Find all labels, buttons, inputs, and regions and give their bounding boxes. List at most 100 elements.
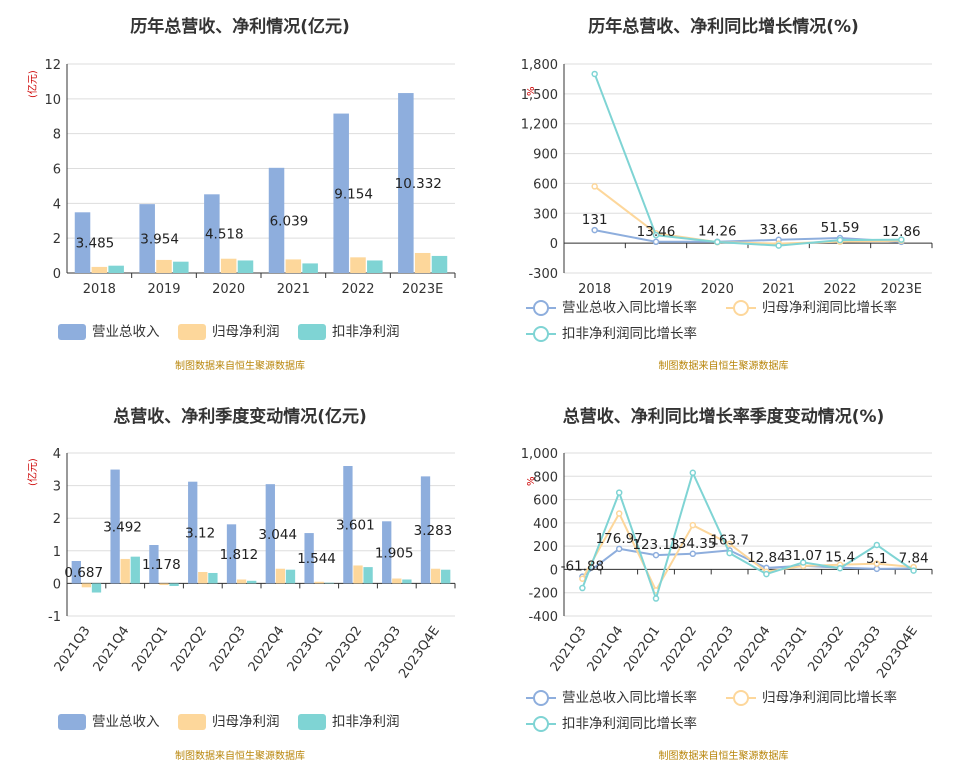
y-tick-label: 800 <box>533 470 558 485</box>
point-2020-s2 <box>714 238 721 246</box>
point-2021-s2 <box>775 242 782 249</box>
chart-plot: -300 0 300 600 900 1,200 1,500 1,800 2018 2019 202… <box>521 58 933 297</box>
data-label: 3.601 <box>336 518 375 534</box>
data-label: 4.518 <box>205 227 244 243</box>
y-tick-label: 3 <box>53 480 61 495</box>
data-label: 3.492 <box>103 519 142 535</box>
x-tick-label: 2022Q3 <box>207 624 249 675</box>
data-label: 1.544 <box>297 551 336 567</box>
x-tick-label: 2021 <box>277 282 310 297</box>
point-2021Q4-s0 <box>615 545 623 553</box>
legend-deducted-growth[interactable]: 扣非净利润同比增长率 <box>526 322 697 342</box>
legend-deducted-growth[interactable]: 扣非净利润同比增长率 <box>526 712 697 732</box>
data-label: 134.35 <box>669 536 716 552</box>
bar-2023Q3-s1 <box>392 578 402 584</box>
point-2022Q3-s2 <box>726 549 733 557</box>
bar-2022Q3-s0 <box>226 524 237 584</box>
bar-2023Q3-s2 <box>402 579 412 584</box>
point-2022Q2-s1 <box>689 521 697 529</box>
x-tick-label: 2019 <box>639 282 672 297</box>
legend: 营业总收入 归母净利润 扣非净利润 <box>0 710 480 734</box>
y-tick-label: 10 <box>44 93 61 108</box>
chart-title: 总营收、净利同比增长率季度变动情况(%) <box>562 407 885 427</box>
series-line-1 <box>581 511 914 593</box>
y-tick-label: 1,000 <box>521 447 558 462</box>
data-label: 7.84 <box>899 551 929 567</box>
bar-2021-s2 <box>302 263 318 273</box>
y-tick-label: -200 <box>528 587 558 602</box>
data-label: 12.84 <box>747 550 786 566</box>
data-label: 176.97 <box>596 531 643 547</box>
point-2021Q4-s2 <box>615 489 623 496</box>
bar-2022Q2-s1 <box>198 571 208 584</box>
y-tick-label: 0 <box>53 267 61 282</box>
bar-2022Q2-s2 <box>208 572 218 584</box>
point-2022Q2-s0 <box>689 550 697 558</box>
panel-yearly-revenue-profit: 历年总营收、净利情况(亿元) (亿元) 0 2 4 6 8 10 12 2018 2019 202… <box>0 0 480 385</box>
data-label: 6.039 <box>270 213 309 229</box>
point-2022Q1-s2 <box>652 595 660 602</box>
point-2019-s2 <box>652 231 660 239</box>
legend-net-profit[interactable]: 归母净利润 <box>178 320 280 340</box>
series-line-2 <box>581 469 915 602</box>
y-tick-label: 4 <box>53 197 61 212</box>
x-tick-label: 2023E <box>402 282 443 297</box>
legend-revenue[interactable]: 营业总收入 <box>58 320 160 340</box>
data-label: 10.332 <box>395 176 442 192</box>
data-label: 0.687 <box>64 565 103 581</box>
legend-net-growth[interactable]: 归母净利润同比增长率 <box>726 686 897 706</box>
legend-revenue-growth[interactable]: 营业总收入同比增长率 <box>526 296 697 316</box>
data-label: 13.46 <box>637 224 676 240</box>
y-tick-label: 300 <box>533 207 558 222</box>
bar-2020-s2 <box>237 260 254 273</box>
x-tick-label: 2022Q1 <box>129 624 171 675</box>
x-tick-label: 2020 <box>701 282 734 297</box>
bar-2022Q4-s2 <box>285 569 296 584</box>
bar-2022Q1-s0 <box>149 544 159 584</box>
series-line-0 <box>594 229 902 243</box>
legend-deducted-profit[interactable]: 扣非净利润 <box>298 320 400 340</box>
panel-quarterly-revenue-profit: 总营收、净利季度变动情况(亿元) (亿元) -1 0 1 2 3 4 2021Q3 2021Q… <box>0 390 480 775</box>
x-tick-label: 2022 <box>823 282 856 297</box>
y-tick-label: 1 <box>53 545 61 560</box>
bar-2020-s1 <box>220 258 237 273</box>
x-tick-label: 2023Q1 <box>285 624 327 675</box>
bar-2023E-s1 <box>414 252 431 273</box>
legend-revenue-growth[interactable]: 营业总收入同比增长率 <box>526 686 697 706</box>
bar-2021Q4-s2 <box>130 556 140 584</box>
y-tick-label: -300 <box>528 267 558 282</box>
y-tick-label: 12 <box>44 58 61 73</box>
bar-2022Q3-s1 <box>236 579 247 584</box>
point-2021Q3-s1 <box>579 575 586 582</box>
bar-2022-s2 <box>367 260 383 273</box>
x-tick-label: 2018 <box>83 282 116 297</box>
legend-revenue[interactable]: 营业总收入 <box>58 710 160 730</box>
x-tick-label: 2022 <box>341 282 374 297</box>
legend-net-growth[interactable]: 归母净利润同比增长率 <box>726 296 897 316</box>
bar-2023Q2-s2 <box>363 567 373 584</box>
x-tick-label: 2021 <box>762 282 795 297</box>
data-label: 1.812 <box>220 547 259 563</box>
bar-2023Q1-s2 <box>324 582 334 584</box>
legend-deducted-profit[interactable]: 扣非净利润 <box>298 710 400 730</box>
bar-2018-s0 <box>74 212 91 273</box>
y-tick-label: 2 <box>53 232 61 247</box>
x-tick-label: 2022Q3 <box>695 624 737 675</box>
bar-2022Q1-s2 <box>169 583 179 587</box>
data-source: 制图数据来自恒生聚源数据库 <box>175 361 305 372</box>
data-label: 3.954 <box>140 232 179 248</box>
point-2023E-s2 <box>898 236 905 243</box>
x-tick-label: 2023Q1 <box>769 624 811 675</box>
data-label: 1.905 <box>375 545 414 561</box>
bar-2023Q2-s1 <box>353 565 363 584</box>
point-2023Q3-s2 <box>873 541 881 549</box>
legend-net-profit[interactable]: 归母净利润 <box>178 710 280 730</box>
y-tick-label: 1,800 <box>521 58 558 73</box>
bar-2021-s1 <box>285 259 302 273</box>
x-tick-label: 2018 <box>578 282 611 297</box>
data-label: 3.12 <box>185 526 215 542</box>
x-tick-label: 2023Q3 <box>362 624 404 675</box>
point-2021Q4-s1 <box>615 510 623 517</box>
data-label: 163.7 <box>710 532 749 548</box>
data-label: 12.86 <box>882 224 921 240</box>
